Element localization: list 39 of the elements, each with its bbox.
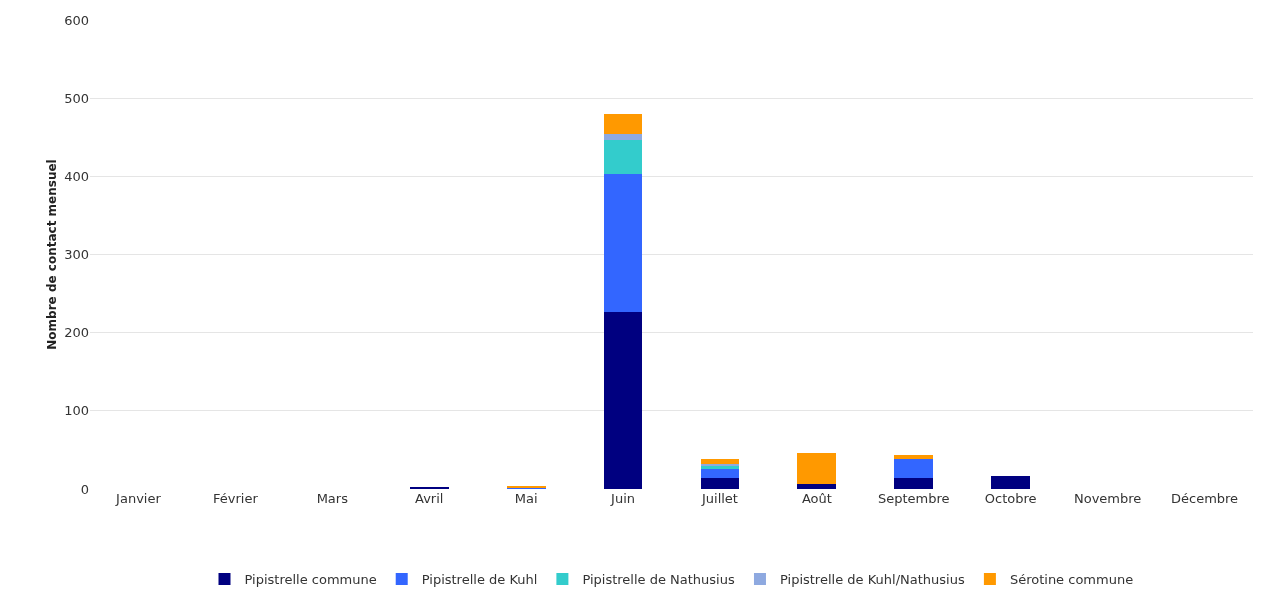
bar (797, 453, 837, 485)
y-tick-label: 300 (64, 247, 89, 263)
x-tick-label: Août (801, 491, 832, 506)
legend-label: Pipistrelle de Kuhl (421, 572, 538, 588)
bar (894, 455, 934, 460)
bar (603, 113, 643, 135)
x-tick-label: Novembre (1073, 491, 1142, 506)
bar (991, 476, 1031, 489)
y-axis-title: Nombre de contact mensuel (45, 159, 59, 350)
bar (603, 173, 643, 313)
x-tick-label: Septembre (878, 491, 950, 506)
x-tick-label: Juillet (700, 491, 738, 506)
legend-label: Pipistrelle de Kuhl/Nathusius (779, 572, 965, 588)
x-tick-label: Juin (610, 491, 636, 506)
bar (797, 484, 837, 489)
x-tick-label: Février (213, 491, 259, 506)
x-tick-label: Mars (316, 491, 349, 506)
bar (700, 459, 740, 464)
bar (700, 469, 740, 479)
bar (603, 134, 643, 141)
x-tick-label: Octobre (984, 491, 1037, 506)
bar (700, 478, 740, 489)
legend-label: Pipistrelle commune (244, 572, 377, 588)
y-tick-label: 0 (80, 481, 89, 497)
legend-label: Pipistrelle de Nathusius (582, 572, 735, 588)
x-tick-label: Janvier (115, 491, 162, 506)
y-tick-label: 400 (64, 168, 89, 184)
bar (894, 478, 934, 489)
y-tick-label: 100 (64, 403, 89, 419)
x-tick-label: Avril (415, 491, 444, 506)
bar (603, 140, 643, 174)
y-tick-label: 200 (64, 325, 89, 341)
y-tick-label: 500 (64, 90, 89, 106)
x-tick-label: Décembre (1170, 491, 1239, 506)
bar (603, 312, 643, 489)
x-tick-label: Mai (514, 491, 538, 506)
legend-label: Sérotine commune (1009, 572, 1134, 588)
bar (894, 459, 934, 479)
y-tick-label: 600 (64, 12, 89, 28)
